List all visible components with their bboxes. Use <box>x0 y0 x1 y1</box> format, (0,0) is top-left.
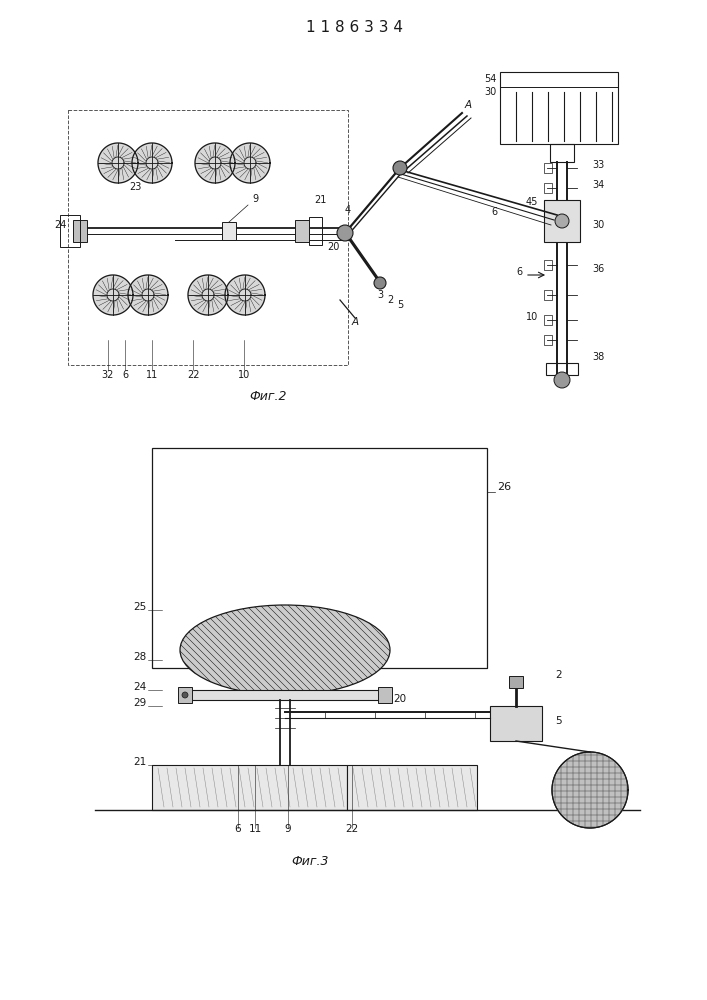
Text: 1 1 8 6 3 3 4: 1 1 8 6 3 3 4 <box>305 19 402 34</box>
Bar <box>152 448 487 668</box>
Polygon shape <box>230 143 270 183</box>
Text: 38: 38 <box>592 352 604 362</box>
Polygon shape <box>195 143 235 183</box>
Bar <box>544 230 552 240</box>
Text: A: A <box>351 317 358 327</box>
Circle shape <box>182 692 188 698</box>
Bar <box>546 363 578 375</box>
Circle shape <box>393 161 407 175</box>
Bar <box>500 72 618 144</box>
Text: 6: 6 <box>491 207 497 217</box>
Polygon shape <box>128 275 168 315</box>
Bar <box>544 260 552 270</box>
Bar <box>222 222 236 240</box>
Text: 20: 20 <box>327 242 339 252</box>
Text: 45: 45 <box>525 197 538 207</box>
Text: 54: 54 <box>484 74 497 84</box>
Bar <box>509 676 523 688</box>
Text: 34: 34 <box>592 180 604 190</box>
Polygon shape <box>98 143 138 183</box>
Text: 3: 3 <box>377 290 383 300</box>
Circle shape <box>337 225 353 241</box>
Bar <box>73 220 87 242</box>
Bar <box>309 217 322 245</box>
Text: 6: 6 <box>516 267 522 277</box>
Text: 11: 11 <box>146 370 158 380</box>
Text: 9: 9 <box>252 194 258 204</box>
Text: 5: 5 <box>397 300 403 310</box>
Bar <box>378 687 392 703</box>
Bar <box>550 144 574 162</box>
Text: 23: 23 <box>129 182 141 192</box>
Text: 25: 25 <box>134 602 147 612</box>
Bar <box>295 220 309 242</box>
Text: 21: 21 <box>314 195 326 205</box>
Polygon shape <box>93 275 133 315</box>
Bar <box>60 215 80 247</box>
Circle shape <box>555 214 569 228</box>
Text: 33: 33 <box>592 160 604 170</box>
Text: 24: 24 <box>134 682 147 692</box>
Text: 10: 10 <box>238 370 250 380</box>
Text: 22: 22 <box>187 370 199 380</box>
Text: 30: 30 <box>485 87 497 97</box>
Bar <box>152 765 347 810</box>
Text: 20: 20 <box>393 694 407 704</box>
Text: 5: 5 <box>555 716 561 726</box>
Bar <box>544 200 580 242</box>
Text: Фиг.3: Фиг.3 <box>291 855 329 868</box>
Bar <box>544 290 552 300</box>
Text: 32: 32 <box>102 370 115 380</box>
Text: 6: 6 <box>235 824 241 834</box>
Bar <box>347 765 477 810</box>
Text: 36: 36 <box>592 264 604 274</box>
Text: 26: 26 <box>497 482 511 492</box>
Polygon shape <box>188 275 228 315</box>
Text: 22: 22 <box>346 824 358 834</box>
Text: 10: 10 <box>526 312 538 322</box>
Text: 24: 24 <box>54 220 67 230</box>
Bar <box>544 205 552 215</box>
Text: 11: 11 <box>248 824 262 834</box>
Text: 29: 29 <box>134 698 147 708</box>
Text: 6: 6 <box>122 370 128 380</box>
Bar <box>178 687 192 703</box>
Bar <box>544 163 552 173</box>
Circle shape <box>374 277 386 289</box>
Text: 4: 4 <box>345 205 351 215</box>
Bar <box>544 315 552 325</box>
Bar <box>185 690 385 700</box>
Bar <box>68 110 348 365</box>
Text: 21: 21 <box>134 757 147 767</box>
Text: 2: 2 <box>387 295 393 305</box>
Text: A: A <box>464 100 472 110</box>
Ellipse shape <box>180 605 390 695</box>
Bar <box>544 183 552 193</box>
Text: 2: 2 <box>555 670 561 680</box>
Polygon shape <box>132 143 172 183</box>
Text: 28: 28 <box>134 652 147 662</box>
Circle shape <box>554 372 570 388</box>
Polygon shape <box>552 752 628 828</box>
Text: 30: 30 <box>592 220 604 230</box>
Bar <box>544 335 552 345</box>
Polygon shape <box>225 275 265 315</box>
Text: Фиг.2: Фиг.2 <box>250 390 287 403</box>
Bar <box>490 706 542 741</box>
Text: 9: 9 <box>285 824 291 834</box>
